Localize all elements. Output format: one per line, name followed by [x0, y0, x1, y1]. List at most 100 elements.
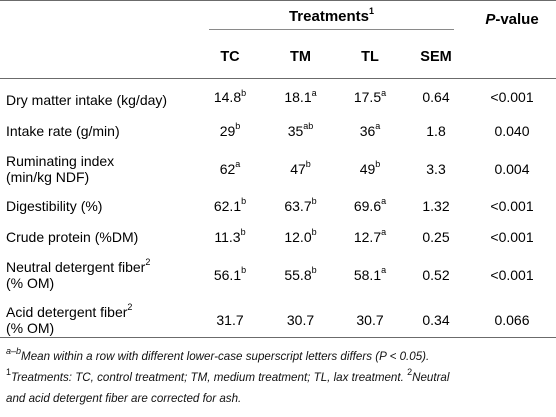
table-row: Acid detergent fiber2 (% OM) 31.7 30.7 30…	[0, 297, 556, 343]
cell-value: 35	[287, 123, 304, 139]
footnote-ab-text: Mean within a row with different lower-c…	[21, 350, 430, 363]
pvalue-header: P-value	[468, 0, 556, 37]
cell-tc: 31.7	[216, 311, 244, 328]
cell-value: 49	[359, 160, 376, 177]
cell-sup: b	[375, 158, 381, 169]
row-label-text: Acid detergent fiber	[6, 303, 128, 320]
footnote-2-sup: 2	[407, 367, 413, 378]
cell-value: 17.5	[353, 89, 382, 106]
cell-value: 62.1	[213, 198, 242, 214]
cell-sup: a	[375, 121, 381, 132]
table-row: Ruminating index (min/kg NDF) 62a 47b 49b…	[0, 147, 556, 191]
cell-tl: 58.1a	[336, 253, 404, 297]
cell-sup: b	[311, 196, 317, 207]
cell-value: 62	[219, 160, 236, 177]
pvalue-p: P	[485, 10, 496, 28]
cell-value: 58.1	[353, 266, 382, 283]
cell-sem: 0.34	[422, 311, 450, 328]
footnote-1-sup: 1	[6, 367, 12, 378]
table-row: Crude protein (%DM) 11.3b 12.0b 12.7a 0.…	[0, 223, 556, 253]
header-spacer	[0, 0, 195, 37]
header-row-1: Treatments1 P-value	[0, 0, 556, 37]
cell-sem: 0.25	[422, 229, 450, 245]
cell-p: 0.066	[494, 311, 530, 328]
table-bottom-rule	[0, 337, 556, 338]
cell-tl: 30.7	[356, 311, 384, 328]
row-label: Dry matter intake (kg/day)	[0, 79, 195, 117]
table-footnotes: a–bMean within a row with different lowe…	[6, 346, 552, 409]
header-spacer-2	[0, 37, 195, 79]
cell-tm: 18.1a	[265, 79, 336, 117]
cell-tm: 12.0b	[265, 223, 336, 253]
cell-sem: 1.8	[426, 123, 446, 139]
table-row: Intake rate (g/min) 29b 35ab 36a 1.8 0.0…	[0, 117, 556, 147]
cell-sup: b	[311, 264, 317, 275]
cell-sup: a	[311, 87, 317, 98]
cell-sup: b	[235, 121, 241, 132]
col-tl: TL	[336, 37, 404, 79]
cell-sup: b	[241, 87, 247, 98]
table-row: Digestibility (%) 62.1b 63.7b 69.6a 1.32…	[0, 191, 556, 223]
cell-tc: 56.1b	[195, 253, 265, 297]
cell-p: <0.001	[490, 89, 534, 106]
cell-tc: 29b	[195, 117, 265, 147]
cell-tm: 35ab	[265, 117, 336, 147]
cell-tl: 49b	[336, 147, 404, 191]
footnote-1-text: Treatments: TC, control treatment; TM, m…	[11, 371, 404, 384]
cell-value: 12.7	[353, 229, 382, 245]
cell-sup: a	[381, 264, 387, 275]
cell-value: 18.1	[284, 89, 312, 106]
cell-p: <0.001	[490, 229, 534, 245]
cell-tc: 62.1b	[195, 191, 265, 223]
cell-value: 55.8	[284, 266, 312, 283]
cell-sup: b	[241, 264, 247, 275]
cell-tm: 47b	[265, 147, 336, 191]
cell-tm: 30.7	[286, 311, 315, 328]
cell-sem: 3.3	[426, 160, 446, 177]
row-label-text-2: (% OM)	[6, 319, 55, 336]
cell-sup: b	[311, 227, 317, 238]
cell-sup: a	[235, 158, 241, 169]
header-spacer-3	[468, 37, 556, 79]
row-label: Ruminating index (min/kg NDF)	[0, 147, 195, 191]
cell-sup: b	[241, 196, 247, 207]
row-label-text: Ruminating index	[6, 152, 115, 169]
cell-p: 0.040	[494, 123, 530, 139]
cell-value: 11.3	[214, 229, 241, 245]
cell-p: <0.001	[490, 198, 534, 214]
cell-sem: 0.52	[422, 266, 450, 283]
row-label: Digestibility (%)	[0, 191, 195, 223]
cell-tc: 11.3b	[195, 223, 265, 253]
cell-sup: ab	[303, 121, 314, 132]
treatments-sup: 1	[369, 6, 375, 16]
cell-tc: 14.8b	[195, 79, 265, 117]
cell-value: 14.8	[213, 89, 242, 106]
cell-tl: 12.7a	[336, 223, 404, 253]
cell-value: 47	[290, 160, 306, 177]
pvalue-suffix: -value	[495, 10, 539, 28]
cell-tc: 62a	[195, 147, 265, 191]
footnote-2-text-b: and acid detergent fiber are corrected f…	[6, 392, 242, 405]
cell-sem: 1.32	[422, 198, 450, 214]
cell-value: 56.1	[213, 266, 242, 283]
cell-tm: 63.7b	[265, 191, 336, 223]
row-label-text: Dry matter intake (kg/day)	[6, 92, 168, 109]
col-sem: SEM	[404, 37, 468, 79]
row-label: Acid detergent fiber2 (% OM)	[0, 297, 195, 343]
row-label: Neutral detergent fiber2 (% OM)	[0, 253, 195, 297]
row-label: Crude protein (%DM)	[0, 223, 195, 253]
row-label-sup: 2	[145, 256, 151, 267]
cell-value: 36	[359, 123, 376, 139]
row-label: Intake rate (g/min)	[0, 117, 195, 147]
cell-tl: 17.5a	[336, 79, 404, 117]
cell-tl: 36a	[336, 117, 404, 147]
footnote-2-text-a: Neutral	[412, 371, 450, 384]
cell-tm: 55.8b	[265, 253, 336, 297]
table-row: Neutral detergent fiber2 (% OM) 56.1b 55.…	[0, 253, 556, 297]
row-label-text: Digestibility (%)	[6, 198, 103, 214]
row-label-text: Intake rate (g/min)	[6, 123, 120, 139]
cell-sup: b	[305, 158, 311, 169]
row-label-text-2: (% OM)	[6, 274, 55, 291]
row-label-text-2: (min/kg NDF)	[6, 168, 90, 185]
row-label-sup: 2	[127, 301, 133, 312]
